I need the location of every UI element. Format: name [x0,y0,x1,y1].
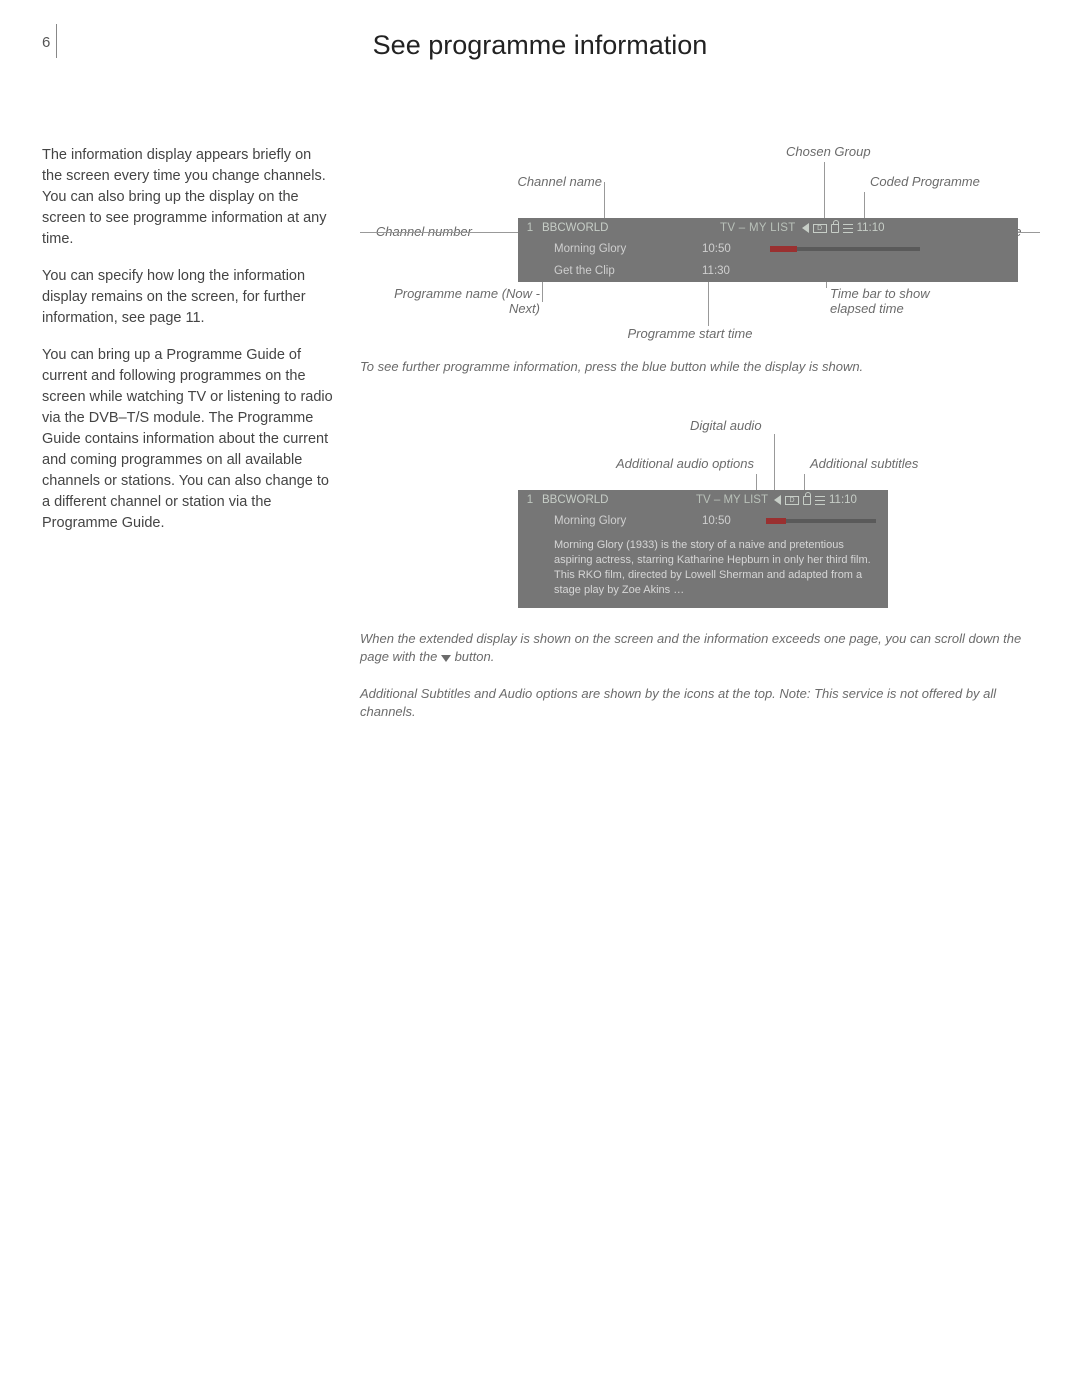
label-chosen-group: Chosen Group [786,144,871,159]
time-bar-elapsed [766,518,786,524]
programme-name-value: Morning Glory [554,515,702,527]
leader-line [804,474,805,490]
channel-number-value: 1 [518,494,542,506]
info-display-diagram: Chosen Group Channel name Coded Programm… [360,140,1040,340]
programme-name-value: Get the Clip [554,265,702,277]
channel-number-value: 1 [518,222,542,234]
start-time-value: 10:50 [702,243,762,255]
time-bar-track [770,247,920,251]
start-time-value: 11:30 [702,265,762,277]
body-text-column: The information display appears briefly … [42,145,334,550]
lock-icon [831,224,839,233]
header-icons: D [774,495,825,505]
channel-name-value: BBCWORLD [542,494,678,506]
current-time-value: 11:10 [829,494,857,506]
info-bar-header: 1 BBCWORLD TV – MY LIST D 11:10 [518,490,888,510]
leader-line [360,232,526,233]
caption-text: button. [451,649,494,664]
paragraph: You can bring up a Programme Guide of cu… [42,345,334,534]
group-value: TV – MY LIST [678,494,768,506]
label-digital-audio: Digital audio [690,418,762,433]
label-coded-programme: Coded Programme [870,174,980,189]
leader-line [756,474,757,490]
paragraph: You can specify how long the information… [42,266,334,329]
start-time-value: 10:50 [702,515,762,527]
programme-row: Morning Glory 10:50 [518,238,1018,260]
label-programme-start: Programme start time [600,326,780,341]
extended-info-bar: 1 BBCWORLD TV – MY LIST D 11:10 Morning … [518,490,888,607]
figure-caption: To see further programme information, pr… [360,358,1040,376]
label-channel-name: Channel name [512,174,602,189]
subtitles-icon [843,224,853,233]
header-icons: D [802,223,853,233]
leader-line [604,182,605,218]
digital-audio-icon: D [785,496,799,505]
figure-caption: Additional Subtitles and Audio options a… [360,685,1040,721]
leader-line [864,192,865,218]
page-number-divider [56,24,57,58]
label-additional-audio: Additional audio options [584,456,754,471]
info-bar-header: 1 BBCWORLD TV – MY LIST D 11:10 [518,218,1018,238]
extended-display-diagram: Digital audio Additional audio options A… [360,418,1040,618]
current-time-value: 11:10 [857,222,885,234]
lock-icon [803,496,811,505]
group-value: TV – MY LIST [662,222,796,234]
subtitles-icon [815,496,825,505]
info-bar: 1 BBCWORLD TV – MY LIST D 11:10 Morning … [518,218,1018,282]
left-arrow-icon [774,495,781,505]
page-title: See programme information [300,30,780,61]
figure-caption: When the extended display is shown on th… [360,630,1040,666]
leader-line [774,434,775,490]
left-arrow-icon [802,223,809,233]
label-time-bar: Time bar to show elapsed time [830,286,960,316]
digital-audio-icon: D [813,224,827,233]
time-bar-elapsed [770,246,797,252]
programme-description: Morning Glory (1933) is the story of a n… [518,532,888,607]
down-arrow-icon [441,655,451,662]
channel-name-value: BBCWORLD [542,222,662,234]
label-programme-name: Programme name (Now - Next) [380,286,540,316]
figures-column: Chosen Group Channel name Coded Programm… [360,140,1040,721]
programme-row: Morning Glory 10:50 [518,510,888,532]
paragraph: The information display appears briefly … [42,145,334,250]
time-bar-track [766,519,876,523]
label-additional-subtitles: Additional subtitles [810,456,918,471]
programme-row: Get the Clip 11:30 [518,260,1018,282]
leader-line [824,162,825,218]
page-number: 6 [42,34,50,51]
programme-name-value: Morning Glory [554,243,702,255]
